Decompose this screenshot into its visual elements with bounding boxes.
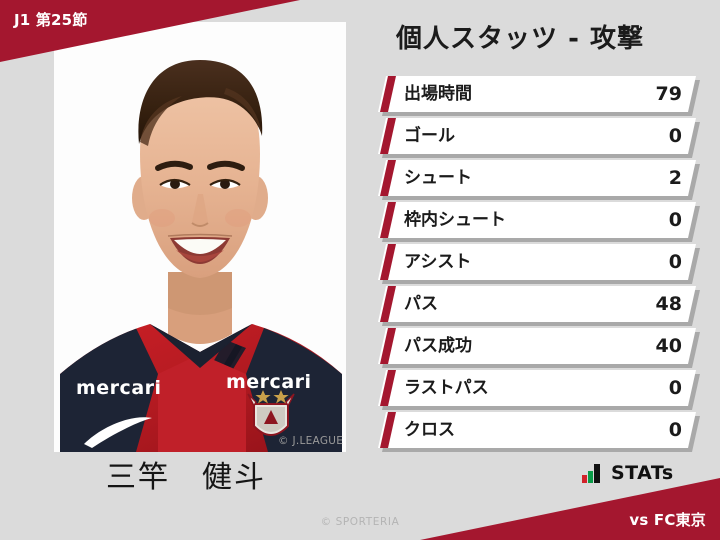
photo-credit: © J.LEAGUE <box>278 435 344 447</box>
stat-row-plate <box>378 202 696 238</box>
stat-row: パス成功 40 <box>378 328 706 368</box>
opponent-label: vs FC東京 <box>629 511 706 529</box>
stat-row-plate <box>378 412 696 448</box>
stat-row: クロス 0 <box>378 412 706 452</box>
stat-row-plate <box>378 328 696 364</box>
stat-row: パス 48 <box>378 286 706 326</box>
stat-value: 0 <box>668 419 682 441</box>
svg-text:mercari: mercari <box>76 377 162 399</box>
stat-row-plate <box>378 286 696 322</box>
stat-row: 枠内シュート 0 <box>378 202 706 242</box>
stat-value: 0 <box>668 251 682 273</box>
stat-row-plate <box>378 370 696 406</box>
stat-label: ゴール <box>404 126 455 146</box>
stats-brand-text: STATs <box>611 462 674 484</box>
stat-row: ラストパス 0 <box>378 370 706 410</box>
stat-label: パス <box>404 294 438 314</box>
stat-row: ゴール 0 <box>378 118 706 158</box>
player-photo: mercari mercari <box>40 22 360 452</box>
stat-row: 出場時間 79 <box>378 76 706 116</box>
stats-list: 出場時間 79 ゴール 0 シュート 2 枠内シュート 0 <box>378 76 706 454</box>
stat-value: 48 <box>655 293 682 315</box>
stat-value: 2 <box>668 167 682 189</box>
competition-badge-label: J1 第25節 <box>14 11 88 29</box>
stat-label: ラストパス <box>404 378 489 398</box>
stat-label: クロス <box>404 420 455 440</box>
stat-label: パス成功 <box>404 336 472 356</box>
stats-brand-logo: STATs <box>582 464 674 483</box>
stat-row-plate <box>378 160 696 196</box>
stat-value: 40 <box>655 335 682 357</box>
stat-label: 出場時間 <box>404 84 472 104</box>
player-name: 三竿 健斗 <box>106 460 266 495</box>
stat-label: 枠内シュート <box>404 210 506 230</box>
stat-value: 79 <box>655 83 682 105</box>
stat-row-plate <box>378 244 696 280</box>
svg-text:mercari: mercari <box>226 371 312 393</box>
stat-value: 0 <box>668 209 682 231</box>
site-credit: © SPORTERIA <box>320 516 400 528</box>
player-portrait-graphic: mercari mercari <box>40 22 360 452</box>
stat-row-plate <box>378 118 696 154</box>
page-title: 個人スタッツ - 攻撃 <box>396 24 644 54</box>
bar-chart-icon <box>582 464 600 483</box>
stat-label: シュート <box>404 168 472 188</box>
stat-value: 0 <box>668 377 682 399</box>
stat-label: アシスト <box>404 252 472 272</box>
stat-row-plate <box>378 76 696 112</box>
stat-value: 0 <box>668 125 682 147</box>
stat-row: アシスト 0 <box>378 244 706 284</box>
stat-row: シュート 2 <box>378 160 706 200</box>
